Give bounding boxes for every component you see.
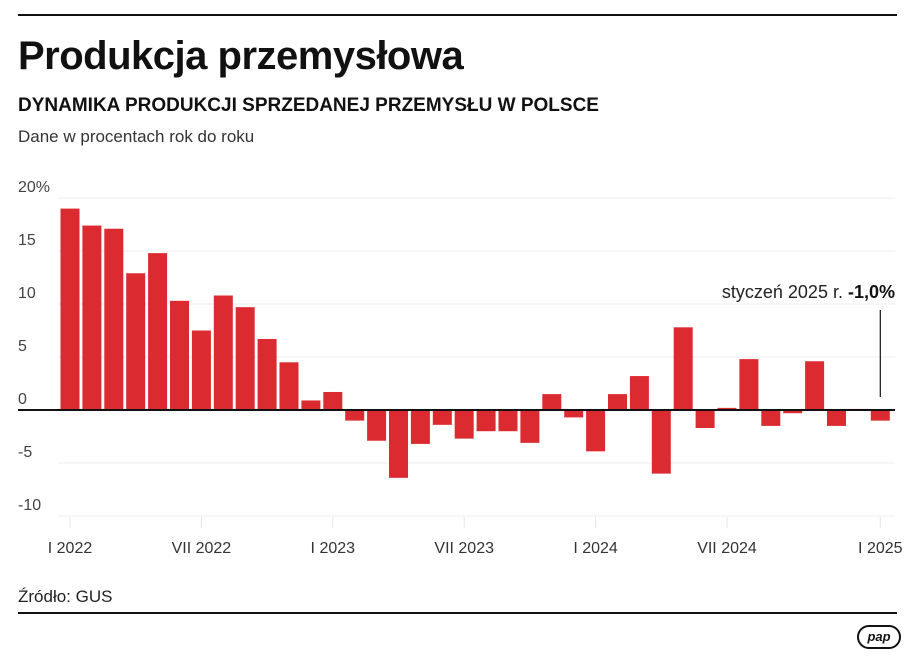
bar	[695, 410, 715, 429]
bar	[739, 359, 759, 410]
x-tick-label: I 2023	[311, 540, 356, 557]
bar	[870, 410, 890, 421]
y-tick-label: -5	[18, 444, 32, 461]
bar	[367, 410, 387, 441]
chart-title: Produkcja przemysłowa	[18, 34, 464, 78]
bar	[673, 327, 693, 410]
bar	[717, 407, 737, 410]
bar	[761, 410, 781, 426]
x-tick-label: VII 2022	[172, 540, 232, 557]
x-tick-label: I 2022	[48, 540, 93, 557]
bar	[586, 410, 606, 452]
bar	[805, 361, 825, 410]
bar	[60, 208, 80, 410]
bar	[454, 410, 474, 439]
annotation: styczeń 2025 r. -1,0%	[722, 282, 895, 397]
bottom-rule	[18, 612, 897, 614]
bars	[60, 208, 890, 478]
annotation-value: -1,0%	[848, 282, 895, 302]
bar	[257, 338, 277, 410]
y-tick-label: -10	[18, 497, 41, 514]
y-tick-label: 10	[18, 285, 36, 302]
bar	[345, 410, 365, 421]
bar	[629, 376, 649, 410]
bar	[542, 394, 562, 410]
x-tick-label: VII 2023	[434, 540, 494, 557]
bar	[389, 410, 408, 478]
bar	[126, 273, 146, 410]
bar	[476, 410, 496, 432]
bar	[520, 410, 540, 443]
x-tick-label: I 2024	[573, 540, 618, 557]
y-tick-label: 15	[18, 232, 36, 249]
bar	[301, 400, 321, 410]
bar	[323, 391, 343, 410]
x-axis-ticks: I 2022 VII 2022 I 2023 VII 2023 I 2024 VII 20…	[48, 517, 903, 557]
annotation-label: styczeń 2025 r. -1,0%	[722, 282, 895, 302]
bar	[827, 410, 846, 426]
bar	[148, 253, 168, 410]
bar	[651, 410, 671, 474]
bar	[608, 394, 627, 410]
bar	[564, 410, 584, 418]
y-tick-label: 0	[18, 391, 27, 408]
bar	[279, 362, 299, 410]
y-tick-label: 20%	[18, 179, 50, 196]
source-note: Źródło: GUS	[18, 587, 113, 606]
bar	[432, 410, 452, 425]
y-axis-labels: 20% 15 10 5 0 -5 -10	[18, 179, 50, 514]
pap-logo: pap	[857, 625, 901, 649]
bar	[783, 410, 803, 414]
chart-subtitle: DYNAMIKA PRODUKCJI SPRZEDANEJ PRZEMYSŁU …	[18, 95, 599, 116]
x-tick-label: I 2025	[858, 540, 903, 557]
bar	[82, 225, 102, 410]
bar-chart: 20% 15 10 5 0 -5 -10 I 2022 VII 2022 I 2023 VII 2…	[18, 179, 903, 557]
y-tick-label: 5	[18, 338, 27, 355]
bar	[104, 228, 124, 410]
x-tick-label: VII 2024	[697, 540, 757, 557]
annotation-text: styczeń 2025 r.	[722, 282, 848, 302]
top-rule	[18, 14, 897, 16]
bar	[191, 330, 211, 410]
bar	[410, 410, 430, 444]
bar	[235, 307, 255, 410]
bar	[213, 295, 233, 410]
bar	[170, 300, 189, 410]
bar	[498, 410, 518, 432]
chart-description: Dane w procentach rok do roku	[18, 127, 255, 146]
